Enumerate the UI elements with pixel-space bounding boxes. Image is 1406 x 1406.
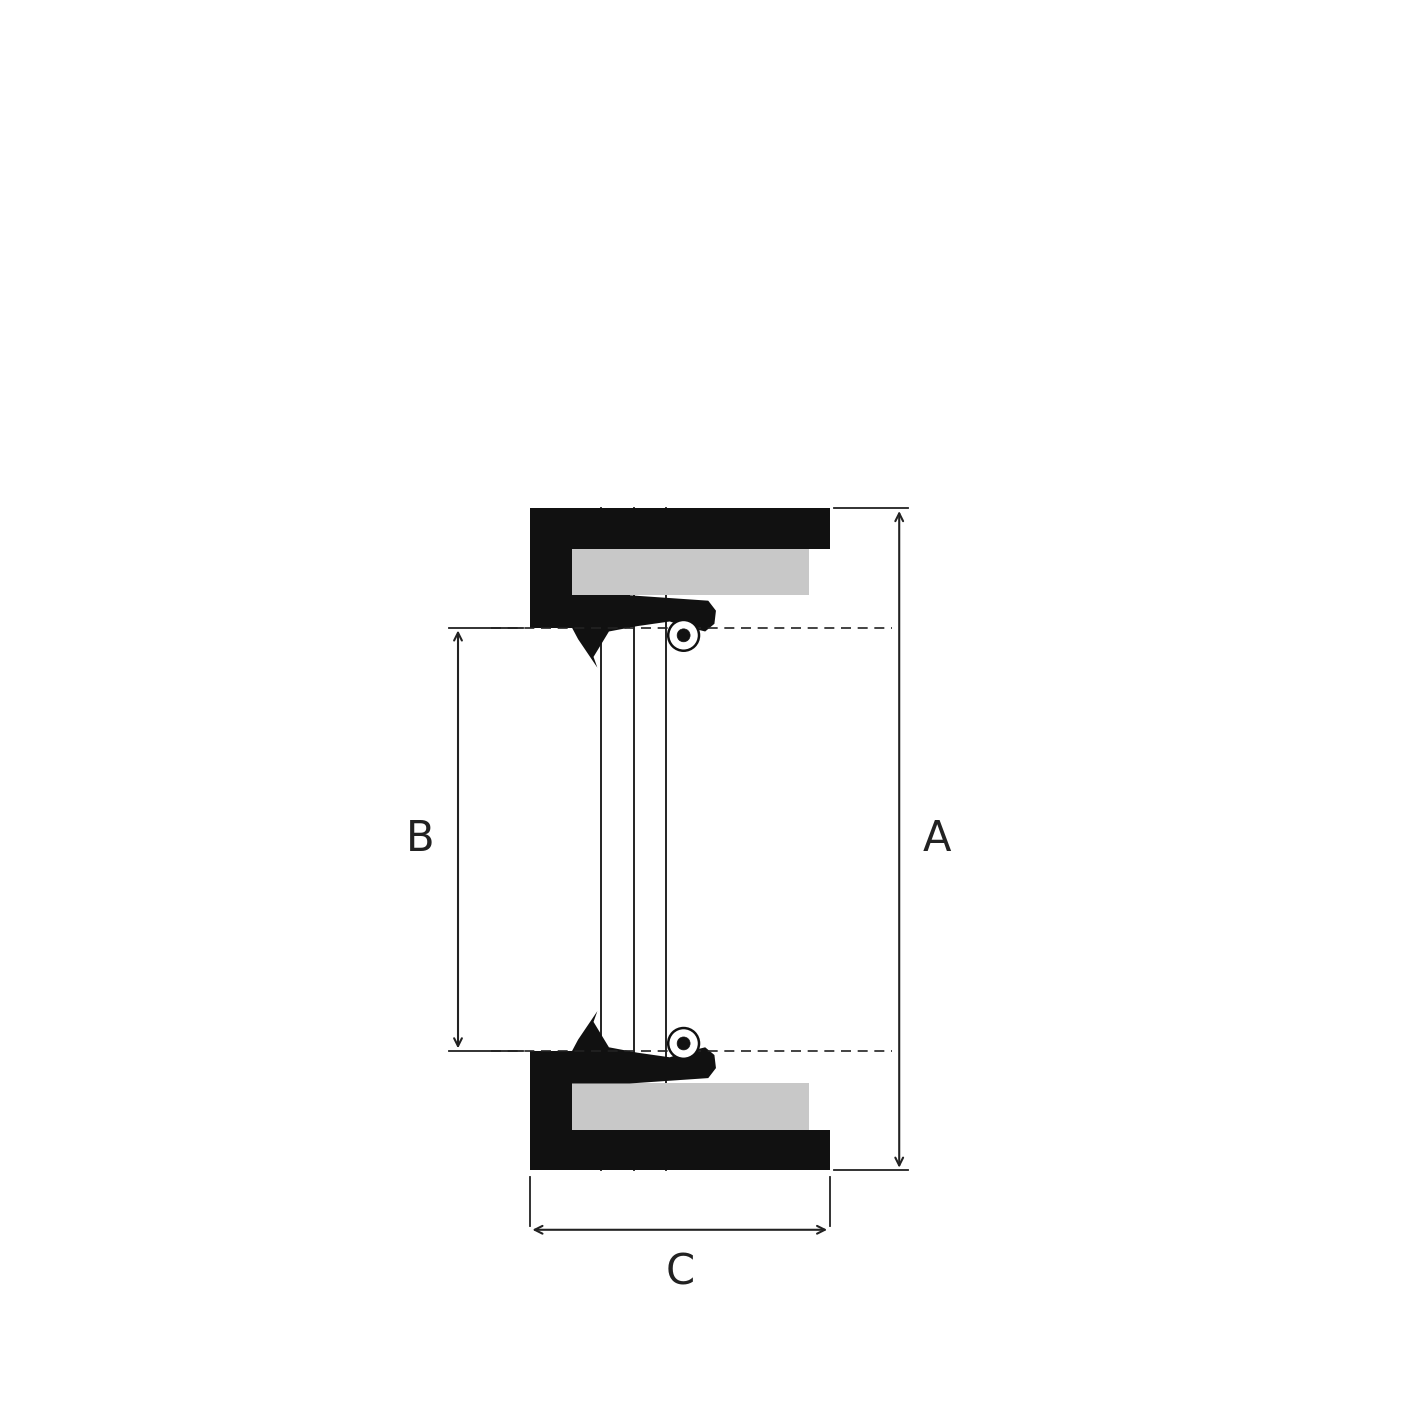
Polygon shape (530, 1052, 830, 1170)
Circle shape (668, 620, 699, 651)
Polygon shape (808, 550, 830, 575)
Circle shape (678, 628, 690, 641)
Polygon shape (572, 1084, 808, 1129)
Text: A: A (922, 818, 950, 860)
Text: C: C (665, 1251, 695, 1294)
Circle shape (668, 1028, 699, 1059)
Polygon shape (572, 550, 808, 595)
Polygon shape (808, 1104, 830, 1129)
Polygon shape (572, 595, 716, 668)
Polygon shape (572, 1011, 716, 1084)
Text: B: B (406, 818, 434, 860)
Circle shape (678, 1038, 690, 1050)
Polygon shape (530, 509, 830, 627)
